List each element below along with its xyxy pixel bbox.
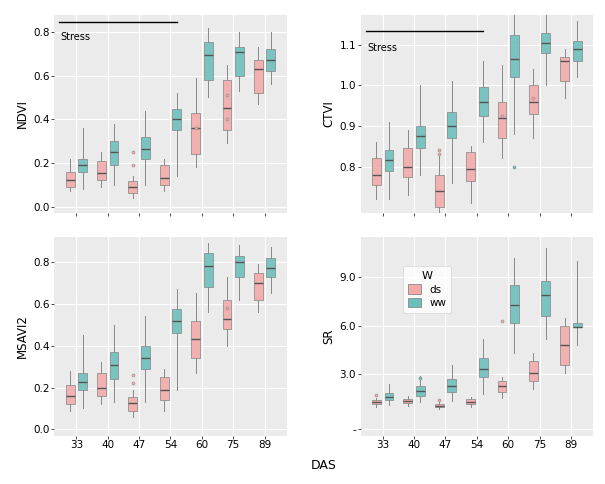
Y-axis label: SR: SR bbox=[322, 329, 335, 344]
Bar bbox=[97, 161, 106, 181]
Bar bbox=[128, 182, 137, 194]
Bar bbox=[385, 151, 393, 170]
Bar bbox=[416, 126, 425, 148]
Bar bbox=[529, 86, 538, 114]
Bar bbox=[191, 320, 200, 358]
Bar bbox=[541, 33, 550, 53]
Bar bbox=[110, 352, 119, 379]
Bar bbox=[510, 286, 519, 322]
Bar bbox=[435, 175, 443, 207]
Bar bbox=[372, 400, 381, 404]
Bar bbox=[529, 362, 538, 381]
Bar bbox=[466, 399, 475, 404]
Bar bbox=[404, 399, 412, 403]
Bar bbox=[372, 158, 381, 185]
Bar bbox=[497, 381, 506, 392]
Text: DAS: DAS bbox=[311, 459, 336, 472]
Bar bbox=[416, 386, 425, 396]
Bar bbox=[128, 397, 137, 410]
Bar bbox=[541, 281, 550, 316]
Bar bbox=[447, 379, 456, 392]
Bar bbox=[266, 258, 275, 277]
Bar bbox=[78, 373, 87, 390]
Bar bbox=[479, 88, 488, 116]
Bar bbox=[66, 172, 74, 187]
Bar bbox=[385, 393, 393, 400]
Y-axis label: CTVI: CTVI bbox=[322, 100, 335, 127]
Y-axis label: MSAVI2: MSAVI2 bbox=[16, 314, 29, 358]
Bar bbox=[160, 165, 169, 185]
Bar bbox=[191, 113, 200, 154]
Text: Stress: Stress bbox=[60, 32, 91, 42]
Bar bbox=[78, 159, 87, 172]
Bar bbox=[235, 47, 244, 76]
Bar bbox=[235, 256, 244, 277]
Bar bbox=[479, 358, 488, 377]
Bar bbox=[254, 272, 263, 300]
Bar bbox=[497, 102, 506, 138]
Y-axis label: NDVI: NDVI bbox=[16, 99, 29, 128]
Legend: ds, ww: ds, ww bbox=[403, 266, 451, 313]
Bar bbox=[141, 346, 150, 369]
Bar bbox=[141, 137, 150, 159]
Bar bbox=[435, 404, 443, 408]
Bar bbox=[223, 300, 231, 329]
Bar bbox=[66, 385, 74, 404]
Bar bbox=[172, 109, 181, 130]
Bar bbox=[447, 112, 456, 138]
Bar bbox=[510, 35, 519, 77]
Bar bbox=[204, 253, 212, 287]
Bar bbox=[573, 322, 581, 327]
Bar bbox=[404, 148, 412, 177]
Bar bbox=[160, 377, 169, 400]
Bar bbox=[266, 49, 275, 71]
Text: Stress: Stress bbox=[367, 43, 397, 53]
Bar bbox=[97, 373, 106, 396]
Bar bbox=[560, 57, 569, 81]
Bar bbox=[110, 141, 119, 165]
Bar bbox=[223, 80, 231, 130]
Bar bbox=[466, 152, 475, 181]
Bar bbox=[172, 309, 181, 333]
Bar bbox=[560, 326, 569, 364]
Bar bbox=[573, 41, 581, 61]
Bar bbox=[254, 60, 263, 93]
Bar bbox=[204, 42, 212, 80]
